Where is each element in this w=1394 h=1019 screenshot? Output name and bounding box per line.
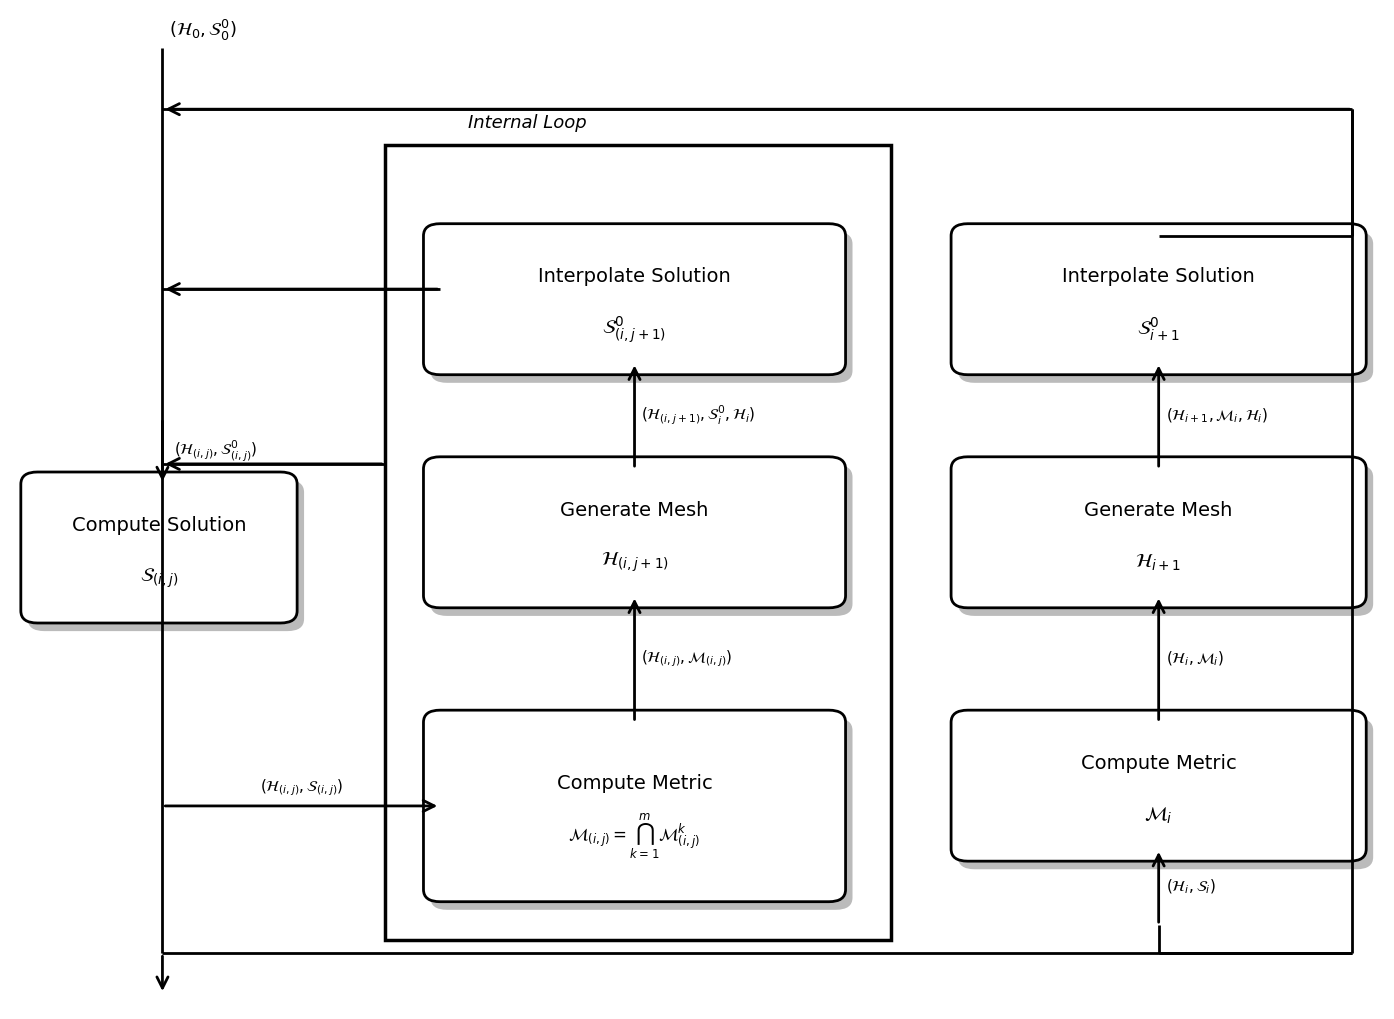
FancyBboxPatch shape bbox=[958, 231, 1373, 383]
Text: $\mathcal{S}^0_{(i,j+1)}$: $\mathcal{S}^0_{(i,j+1)}$ bbox=[602, 314, 666, 344]
Text: $(\mathcal{H}_{(i,j)}, \mathcal{S}_{(i,j)})$: $(\mathcal{H}_{(i,j)}, \mathcal{S}_{(i,j… bbox=[259, 777, 343, 798]
Bar bbox=[385, 145, 891, 941]
FancyBboxPatch shape bbox=[424, 224, 846, 375]
Text: Interpolate Solution: Interpolate Solution bbox=[1062, 267, 1255, 286]
Text: Compute Metric: Compute Metric bbox=[556, 774, 712, 793]
Text: $\mathcal{H}_{(i,j+1)}$: $\mathcal{H}_{(i,j+1)}$ bbox=[601, 551, 669, 575]
Text: $\mathcal{M}_{(i,j)} = \bigcap_{k=1}^{m} \mathcal{M}^k_{(i,j)}$: $\mathcal{M}_{(i,j)} = \bigcap_{k=1}^{m}… bbox=[569, 812, 701, 861]
FancyBboxPatch shape bbox=[951, 710, 1366, 861]
FancyBboxPatch shape bbox=[21, 472, 297, 623]
FancyBboxPatch shape bbox=[431, 231, 853, 383]
Text: $(\mathcal{H}_i, \mathcal{M}_i)$: $(\mathcal{H}_i, \mathcal{M}_i)$ bbox=[1165, 650, 1224, 668]
Text: Generate Mesh: Generate Mesh bbox=[560, 500, 708, 520]
FancyBboxPatch shape bbox=[951, 457, 1366, 607]
Text: Internal Loop: Internal Loop bbox=[468, 114, 587, 132]
Text: Interpolate Solution: Interpolate Solution bbox=[538, 267, 730, 286]
FancyBboxPatch shape bbox=[424, 710, 846, 902]
FancyBboxPatch shape bbox=[958, 465, 1373, 615]
Text: $\mathcal{S}^0_{i+1}$: $\mathcal{S}^0_{i+1}$ bbox=[1138, 316, 1179, 343]
Text: $(\mathcal{H}_i, \mathcal{S}_i)$: $(\mathcal{H}_i, \mathcal{S}_i)$ bbox=[1165, 877, 1216, 896]
Text: $(\mathcal{H}_{i+1}, \mathcal{M}_i, \mathcal{H}_i)$: $(\mathcal{H}_{i+1}, \mathcal{M}_i, \mat… bbox=[1165, 407, 1267, 425]
Text: $(\mathcal{H}_{(i,j)}, \mathcal{S}^0_{(i,j)})$: $(\mathcal{H}_{(i,j)}, \mathcal{S}^0_{(i… bbox=[174, 439, 256, 465]
Text: $\mathcal{H}_{i+1}$: $\mathcal{H}_{i+1}$ bbox=[1136, 552, 1182, 573]
FancyBboxPatch shape bbox=[28, 480, 304, 631]
FancyBboxPatch shape bbox=[958, 718, 1373, 869]
FancyBboxPatch shape bbox=[431, 718, 853, 910]
Text: $(\mathcal{H}_{(i,j)}, \mathcal{M}_{(i,j)})$: $(\mathcal{H}_{(i,j)}, \mathcal{M}_{(i,j… bbox=[641, 649, 733, 669]
FancyBboxPatch shape bbox=[431, 465, 853, 615]
Text: Generate Mesh: Generate Mesh bbox=[1085, 500, 1232, 520]
Text: $\mathcal{S}_{(i,j)}$: $\mathcal{S}_{(i,j)}$ bbox=[139, 567, 178, 590]
Text: Compute Solution: Compute Solution bbox=[71, 516, 247, 535]
Text: $(\mathcal{H}_{(i,j+1)}, \mathcal{S}^0_i, \mathcal{H}_i)$: $(\mathcal{H}_{(i,j+1)}, \mathcal{S}^0_i… bbox=[641, 405, 756, 427]
Text: $(\mathcal{H}_0, \mathcal{S}^0_0)$: $(\mathcal{H}_0, \mathcal{S}^0_0)$ bbox=[170, 18, 237, 44]
Text: Compute Metric: Compute Metric bbox=[1080, 754, 1236, 772]
FancyBboxPatch shape bbox=[424, 457, 846, 607]
FancyBboxPatch shape bbox=[951, 224, 1366, 375]
Text: $\mathcal{M}_i$: $\mathcal{M}_i$ bbox=[1144, 806, 1172, 826]
